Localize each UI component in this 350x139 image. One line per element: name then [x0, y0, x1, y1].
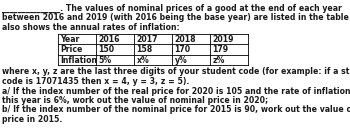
- Text: a/ If the index number of the real price for 2020 is 105 and the rate of inflati: a/ If the index number of the real price…: [2, 86, 350, 95]
- Text: y%: y%: [175, 56, 187, 65]
- Text: Inflation: Inflation: [61, 56, 98, 65]
- Text: b/ If the index number of the nominal price for 2015 is 90, work out the value o: b/ If the index number of the nominal pr…: [2, 106, 350, 115]
- Text: also shows the annual rates of inflation:: also shows the annual rates of inflation…: [2, 23, 180, 32]
- Text: Year: Year: [61, 35, 80, 44]
- Text: 5%: 5%: [98, 56, 112, 65]
- Text: x%: x%: [136, 56, 149, 65]
- Text: 158: 158: [136, 45, 153, 54]
- Text: 2016: 2016: [98, 35, 120, 44]
- Text: 2017: 2017: [136, 35, 158, 44]
- Text: between 2016 and 2019 (with 2016 being the base year) are listed in the table wh: between 2016 and 2019 (with 2016 being t…: [2, 13, 350, 23]
- Text: Price: Price: [61, 45, 83, 54]
- Text: code is 17071435 then x = 4, y = 3, z = 5).: code is 17071435 then x = 4, y = 3, z = …: [2, 77, 189, 86]
- Text: 150: 150: [98, 45, 115, 54]
- Text: 170: 170: [175, 45, 191, 54]
- Text: _______________. The values of nominal prices of a good at the end of each year: _______________. The values of nominal p…: [2, 4, 342, 13]
- Text: z%: z%: [212, 56, 225, 65]
- Text: 2018: 2018: [175, 35, 196, 44]
- Text: price in 2015.: price in 2015.: [2, 115, 62, 124]
- Text: where x, y, z are the last three digits of your student code (for example: if a : where x, y, z are the last three digits …: [2, 68, 350, 76]
- Text: 179: 179: [212, 45, 229, 54]
- Text: this year is 6%, work out the value of nominal price in 2020;: this year is 6%, work out the value of n…: [2, 96, 268, 105]
- Text: 2019: 2019: [212, 35, 234, 44]
